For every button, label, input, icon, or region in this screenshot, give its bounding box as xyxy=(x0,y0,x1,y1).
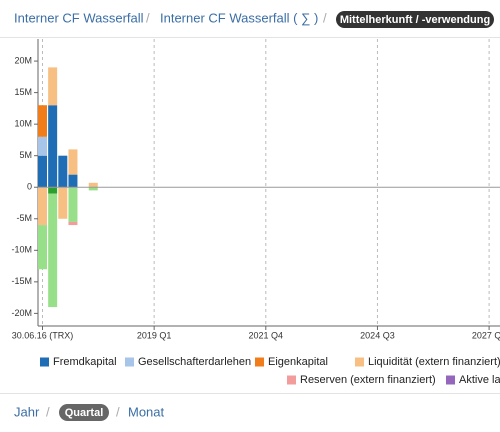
y-tick-label: 5M xyxy=(19,150,32,160)
bar-segment xyxy=(68,221,78,226)
legend-swatch xyxy=(287,375,296,385)
y-tick-label: 10M xyxy=(14,119,32,129)
separator: / xyxy=(46,404,50,419)
legend-swatch xyxy=(125,357,134,367)
separator: / xyxy=(146,10,150,25)
y-tick-label: -15M xyxy=(11,276,32,286)
x-tick-label: 2027 Q2 xyxy=(472,330,500,340)
legend-swatch xyxy=(446,375,455,385)
legend-label: Fremdkapital xyxy=(53,356,117,368)
bar-segment xyxy=(68,187,78,222)
bar-segment xyxy=(48,67,58,106)
bar-segment xyxy=(58,187,68,219)
x-tick-label: 2019 Q1 xyxy=(137,330,172,340)
bar-segment xyxy=(38,155,47,188)
bar-segment xyxy=(48,105,58,188)
separator: / xyxy=(323,10,327,25)
y-tick-label: -20M xyxy=(11,308,32,318)
bar-segment xyxy=(48,187,58,194)
active-pill xyxy=(336,11,494,28)
period-active[interactable]: Quartal xyxy=(65,407,104,419)
active-view: Mittelherkunft / -verwendung xyxy=(340,14,490,26)
legend-swatch xyxy=(40,357,49,367)
bar-segment xyxy=(68,149,78,175)
legend-swatch xyxy=(355,357,364,367)
legend-label: Reserven (extern finanziert) xyxy=(300,374,436,386)
x-tick-label: 2024 Q3 xyxy=(360,330,395,340)
y-tick-label: 0 xyxy=(27,182,32,192)
period-link[interactable]: Monat xyxy=(128,404,165,419)
breadcrumb-link[interactable]: Interner CF Wasserfall xyxy=(14,10,144,25)
x-tick-label: 2021 Q4 xyxy=(249,330,284,340)
legend-label: Liquidität (extern finanziert) xyxy=(368,356,500,368)
legend-label: Aktive lat xyxy=(459,374,500,386)
legend-label: Gesellschafterdarlehen xyxy=(138,356,251,368)
bar-segment xyxy=(68,174,78,188)
y-tick-label: -10M xyxy=(11,245,32,255)
active-pill xyxy=(59,404,109,421)
period-link[interactable]: Jahr xyxy=(14,404,40,419)
bar-segment xyxy=(38,187,47,226)
bar-segment xyxy=(38,136,47,156)
breadcrumb-link[interactable]: Interner CF Wasserfall ( ∑ ) xyxy=(160,10,318,25)
y-tick-label: -5M xyxy=(17,213,33,223)
bar-segment xyxy=(88,182,98,188)
bar-segment xyxy=(38,225,47,270)
y-tick-label: 20M xyxy=(14,55,32,65)
separator: / xyxy=(116,404,120,419)
legend-label: Eigenkapital xyxy=(268,356,328,368)
bar-segment xyxy=(48,193,58,308)
bar-segment xyxy=(58,155,68,188)
bar-segment xyxy=(88,187,98,191)
chart: -20M -15M -10M -5M 0 5M 10M 15M 20M 30.06.16 (TRX… xyxy=(11,39,500,386)
y-tick-label: 15M xyxy=(14,87,32,97)
legend-swatch xyxy=(255,357,264,367)
bar-segment xyxy=(38,105,47,137)
x-tick-label: 30.06.16 (TRX) xyxy=(12,330,74,340)
